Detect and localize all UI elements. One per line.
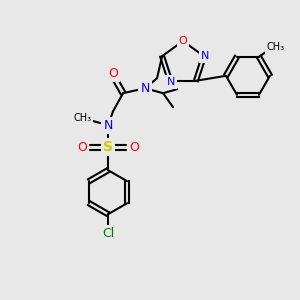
Text: N: N: [201, 51, 209, 61]
Text: N: N: [103, 119, 113, 132]
Text: O: O: [108, 67, 118, 80]
Text: O: O: [178, 36, 188, 46]
Text: O: O: [129, 141, 139, 154]
Text: N: N: [140, 82, 150, 95]
Text: CH₃: CH₃: [267, 42, 285, 52]
Text: Cl: Cl: [102, 227, 114, 240]
Text: S: S: [103, 140, 113, 154]
Text: CH₃: CH₃: [73, 113, 91, 123]
Text: O: O: [77, 141, 87, 154]
Text: N: N: [167, 77, 175, 87]
